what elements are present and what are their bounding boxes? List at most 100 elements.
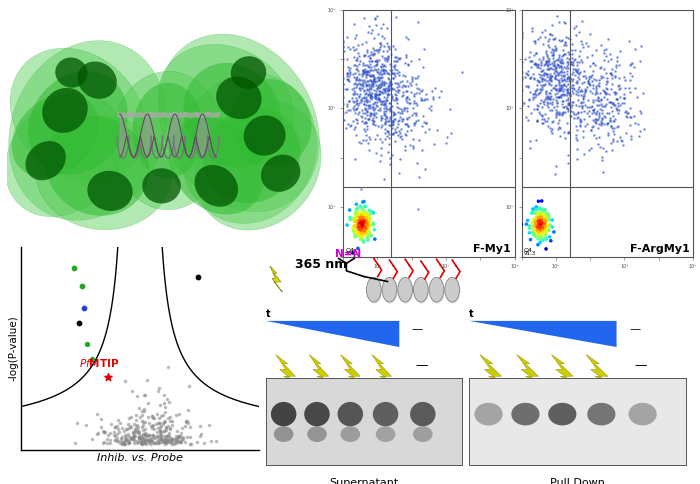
Point [530, 61, 541, 69]
Point [357, 221, 368, 228]
Point [355, 224, 366, 232]
Point [536, 116, 547, 123]
Point [401, 120, 412, 128]
Point [146, 422, 157, 430]
Point [576, 40, 587, 48]
Point [147, 412, 158, 420]
Point [555, 71, 566, 78]
Point [365, 76, 376, 84]
Point [361, 122, 372, 130]
Point [540, 216, 551, 224]
Point [162, 436, 174, 444]
Point [349, 109, 360, 117]
Point [379, 66, 390, 74]
Point [618, 94, 629, 102]
Point [625, 60, 636, 68]
Point [364, 104, 375, 111]
Point [565, 90, 576, 97]
Point [172, 427, 183, 435]
Point [391, 123, 402, 131]
Point [384, 66, 395, 74]
Ellipse shape [10, 48, 146, 182]
Point [413, 136, 424, 144]
Point [174, 433, 186, 441]
Point [342, 106, 354, 114]
Point [525, 109, 536, 117]
Point [457, 68, 468, 76]
Point [371, 13, 382, 20]
Point [576, 103, 587, 110]
Point [369, 105, 380, 112]
Point [74, 319, 85, 327]
Point [144, 432, 155, 439]
Point [365, 232, 377, 240]
Point [562, 60, 573, 67]
Point [554, 124, 566, 132]
Point [550, 62, 561, 70]
Point [609, 101, 620, 109]
Point [375, 63, 386, 71]
Point [380, 113, 391, 121]
Point [419, 95, 430, 103]
Point [524, 54, 535, 61]
Point [601, 45, 612, 52]
Point [370, 94, 381, 102]
Point [620, 130, 631, 137]
Point [379, 125, 391, 133]
Point [618, 94, 629, 102]
Point [598, 49, 610, 57]
Point [521, 220, 532, 228]
Point [360, 97, 372, 105]
Point [541, 65, 552, 73]
Point [521, 70, 532, 78]
Point [579, 101, 590, 108]
Point [575, 116, 586, 124]
Point [354, 212, 365, 220]
Point [599, 90, 610, 97]
Point [598, 112, 609, 120]
Point [348, 98, 359, 106]
Point [380, 97, 391, 105]
Point [567, 98, 578, 106]
Point [601, 77, 612, 85]
Point [631, 93, 643, 101]
Point [569, 71, 580, 78]
Point [381, 55, 392, 62]
Point [600, 84, 611, 92]
Point [419, 118, 430, 126]
Point [611, 57, 622, 65]
Point [160, 437, 171, 445]
Point [608, 117, 619, 125]
Point [356, 97, 367, 105]
Ellipse shape [337, 402, 363, 426]
Point [573, 83, 584, 91]
Point [411, 74, 422, 82]
Point [566, 50, 578, 58]
Point [369, 98, 380, 106]
Point [375, 112, 386, 120]
Point [358, 136, 369, 144]
Point [360, 221, 371, 229]
Point [584, 81, 596, 89]
Point [365, 91, 377, 99]
Point [613, 85, 624, 93]
Point [376, 73, 387, 80]
Point [383, 135, 394, 142]
Point [134, 433, 145, 441]
Point [522, 103, 533, 110]
Point [124, 422, 135, 430]
Point [351, 91, 363, 98]
Point [563, 107, 574, 115]
Point [354, 209, 365, 217]
Point [545, 48, 557, 56]
Point [592, 94, 603, 102]
Text: 365 nm: 365 nm [295, 258, 348, 272]
Point [365, 66, 377, 74]
Point [360, 71, 371, 79]
Point [145, 440, 156, 448]
Point [568, 75, 579, 82]
Point [126, 435, 137, 442]
Point [365, 66, 376, 74]
Point [638, 125, 650, 133]
Point [400, 82, 411, 90]
